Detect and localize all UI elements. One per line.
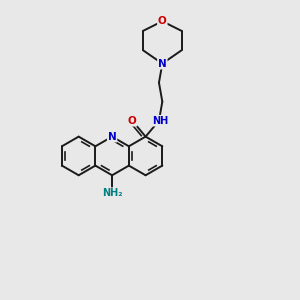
Text: O: O	[158, 16, 167, 26]
Text: N: N	[158, 58, 167, 69]
Text: NH: NH	[152, 116, 169, 126]
Text: N: N	[108, 132, 116, 142]
Text: O: O	[128, 116, 136, 126]
Text: NH₂: NH₂	[102, 188, 122, 198]
